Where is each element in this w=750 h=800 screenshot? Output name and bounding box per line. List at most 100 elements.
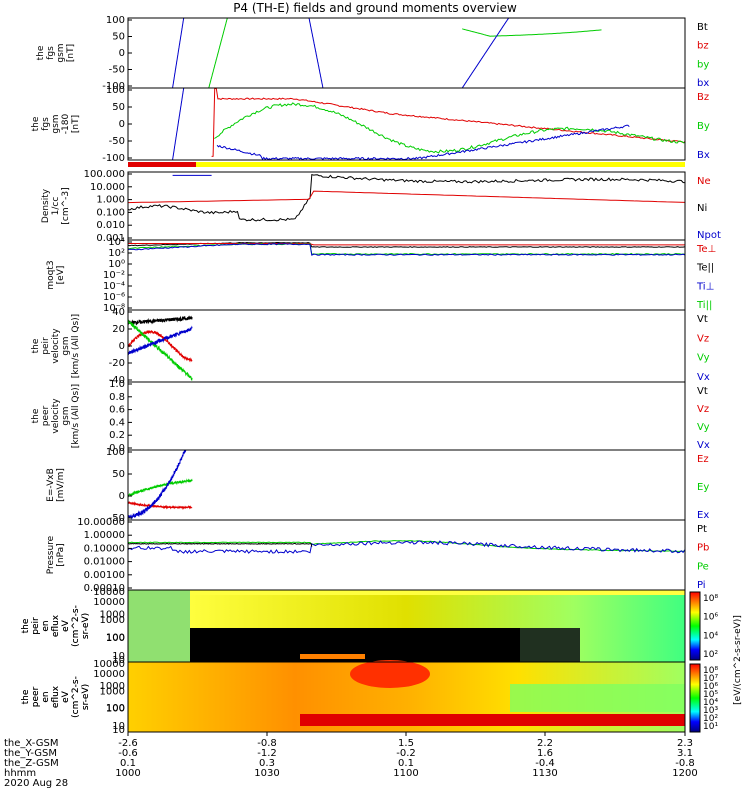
colorbar-tick: 10¹ xyxy=(703,722,718,732)
legend-entry: Ti|| xyxy=(696,300,712,311)
x-row-value: 1030 xyxy=(254,768,279,779)
y-axis-label: eV xyxy=(61,690,71,703)
y-axis-label: peir xyxy=(31,617,41,635)
y-tick-label: 40 xyxy=(112,307,125,318)
y-axis-label: gsm xyxy=(56,43,66,62)
y-axis-label: en xyxy=(41,620,51,631)
y-tick-label: 20 xyxy=(112,324,125,335)
colorbar-tick: 10² xyxy=(703,714,718,724)
y-axis-label: [km/s (All Qs)] xyxy=(71,384,81,448)
y-axis-label: gsm xyxy=(61,336,71,355)
panel-fgs: 100 50 0 -50 -100 the fgs gsm [nT] Bt bz by bx xyxy=(36,15,709,92)
y-tick-label: 0.00010 xyxy=(84,583,125,594)
series-fgs-dsl-2 xyxy=(214,102,685,154)
y-tick-label: 10⁻⁸ xyxy=(103,303,125,314)
y-tick-label: 1000 xyxy=(100,610,125,621)
y-tick-label: 0.001 xyxy=(96,233,125,244)
series-fgs-dsl-0 xyxy=(167,87,185,161)
y-axis-label: eV xyxy=(61,690,71,703)
y-axis-label: velocity xyxy=(51,398,61,434)
y-tick-label: 10000 xyxy=(93,669,125,680)
x-date: 2020 Aug 28 xyxy=(4,778,68,789)
colorbar: 10⁸10⁶10⁴10²10⁸10⁷10⁶10⁵10⁴10³10²10¹[eV/… xyxy=(689,591,743,733)
y-tick-label: -20 xyxy=(109,358,125,369)
y-axis-label: the xyxy=(21,618,31,633)
panel-pressure: 10.00000 1.00000 0.10000 0.01000 0.00100 0.00… xyxy=(46,517,709,594)
series-pressure-0 xyxy=(127,540,686,552)
colorbar-strip xyxy=(689,663,701,733)
spectrogram-region xyxy=(350,660,430,688)
legend-entry: by xyxy=(697,59,709,70)
y-tick-label: 50 xyxy=(112,102,125,113)
y-tick-label: 50 xyxy=(112,32,125,43)
series-pressure-2 xyxy=(127,542,313,547)
y-axis-label: [nT] xyxy=(71,115,81,133)
legend-entry: Pt xyxy=(697,524,707,535)
y-axis-label: peir xyxy=(31,617,41,635)
y-tick-label: 0 xyxy=(119,119,125,130)
y-axis-label: [eV] xyxy=(56,266,66,285)
y-axis-label: en xyxy=(41,691,51,702)
colorbar-tick: 10⁵ xyxy=(703,690,718,700)
y-axis-label: (cm^2-s- xyxy=(71,676,81,718)
spectrogram-peir-eflux xyxy=(128,590,685,662)
series-fgs-2 xyxy=(308,17,324,89)
y-axis-label: eflux xyxy=(51,685,61,708)
y-tick-label: 10000 xyxy=(93,597,125,608)
x-row-value: 0.1 xyxy=(398,758,414,769)
legend-entry: bz xyxy=(697,41,709,52)
series-peir-velocity-0 xyxy=(127,315,193,326)
colorbar-tick: 10² xyxy=(703,650,718,660)
legend-entry: Bt xyxy=(697,22,708,33)
x-row-value: 1000 xyxy=(115,768,140,779)
legend-entry: Vz xyxy=(697,404,709,415)
panel-frame xyxy=(127,239,686,311)
y-tick-label: 0.00100 xyxy=(84,570,125,581)
x-row-label: the_X-GSM xyxy=(4,738,58,749)
y-tick-label: 0.2 xyxy=(109,430,125,441)
x-row-value: 1.6 xyxy=(537,748,553,759)
legend-entry: Ez xyxy=(697,454,709,465)
y-axis-label: sr-eV) xyxy=(81,684,91,710)
legend-entry: Ti⊥ xyxy=(696,281,714,292)
spectrogram-region xyxy=(520,628,580,662)
y-axis-label: eV xyxy=(61,619,71,632)
y-axis-label: gsm xyxy=(61,406,71,425)
y-axis-label: sr-eV) xyxy=(81,613,91,639)
y-tick-label: -40 xyxy=(109,375,125,386)
y-axis-label: the xyxy=(21,689,31,704)
y-axis-label: the xyxy=(31,338,41,353)
legend-entry: Te⊥ xyxy=(696,244,716,255)
legend-entry: bx xyxy=(697,78,709,89)
y-axis-label: the xyxy=(31,116,41,131)
y-tick-label: 1.00000 xyxy=(84,530,125,541)
y-axis-label: Pressure xyxy=(46,535,56,574)
y-axis-label: the xyxy=(21,689,31,704)
x-row-value: 1.5 xyxy=(398,738,414,749)
y-axis-label: 1/cc xyxy=(51,197,61,216)
series-peir-velocity-1 xyxy=(127,330,193,363)
y-axis-label: E=-VxB xyxy=(46,468,56,502)
y-tick-label: 0 xyxy=(119,341,125,352)
y-axis-label: eflux xyxy=(51,614,61,637)
series-density-0 xyxy=(127,173,686,222)
panel-fgs-dsl: 100 50 0 -50 -100 the fgs gsm -180 [nT] Bz By Bx xyxy=(31,85,710,164)
legend-entry: Vx xyxy=(697,440,710,451)
legend-entry: Pb xyxy=(697,543,709,554)
y-tick-label: -50 xyxy=(109,65,125,76)
y-axis-label: [mV/m] xyxy=(56,468,66,502)
spectrogram-region xyxy=(510,684,685,712)
colorbar-tick: 10³ xyxy=(703,706,718,716)
y-tick-label: 100 xyxy=(106,633,125,644)
panel-frame xyxy=(127,171,686,241)
series-efield-1 xyxy=(127,501,193,511)
legend-entry: Vy xyxy=(697,353,710,364)
series-peir-velocity-3 xyxy=(127,325,193,355)
y-axis-label: eflux xyxy=(51,614,61,637)
series-fgs-4 xyxy=(461,17,518,89)
y-tick-label: 10⁰ xyxy=(108,259,125,270)
y-tick-label: -100 xyxy=(102,81,125,92)
legend-entry: Ex xyxy=(697,510,709,521)
y-tick-label: 10 xyxy=(112,651,125,662)
y-axis-label: the xyxy=(21,618,31,633)
